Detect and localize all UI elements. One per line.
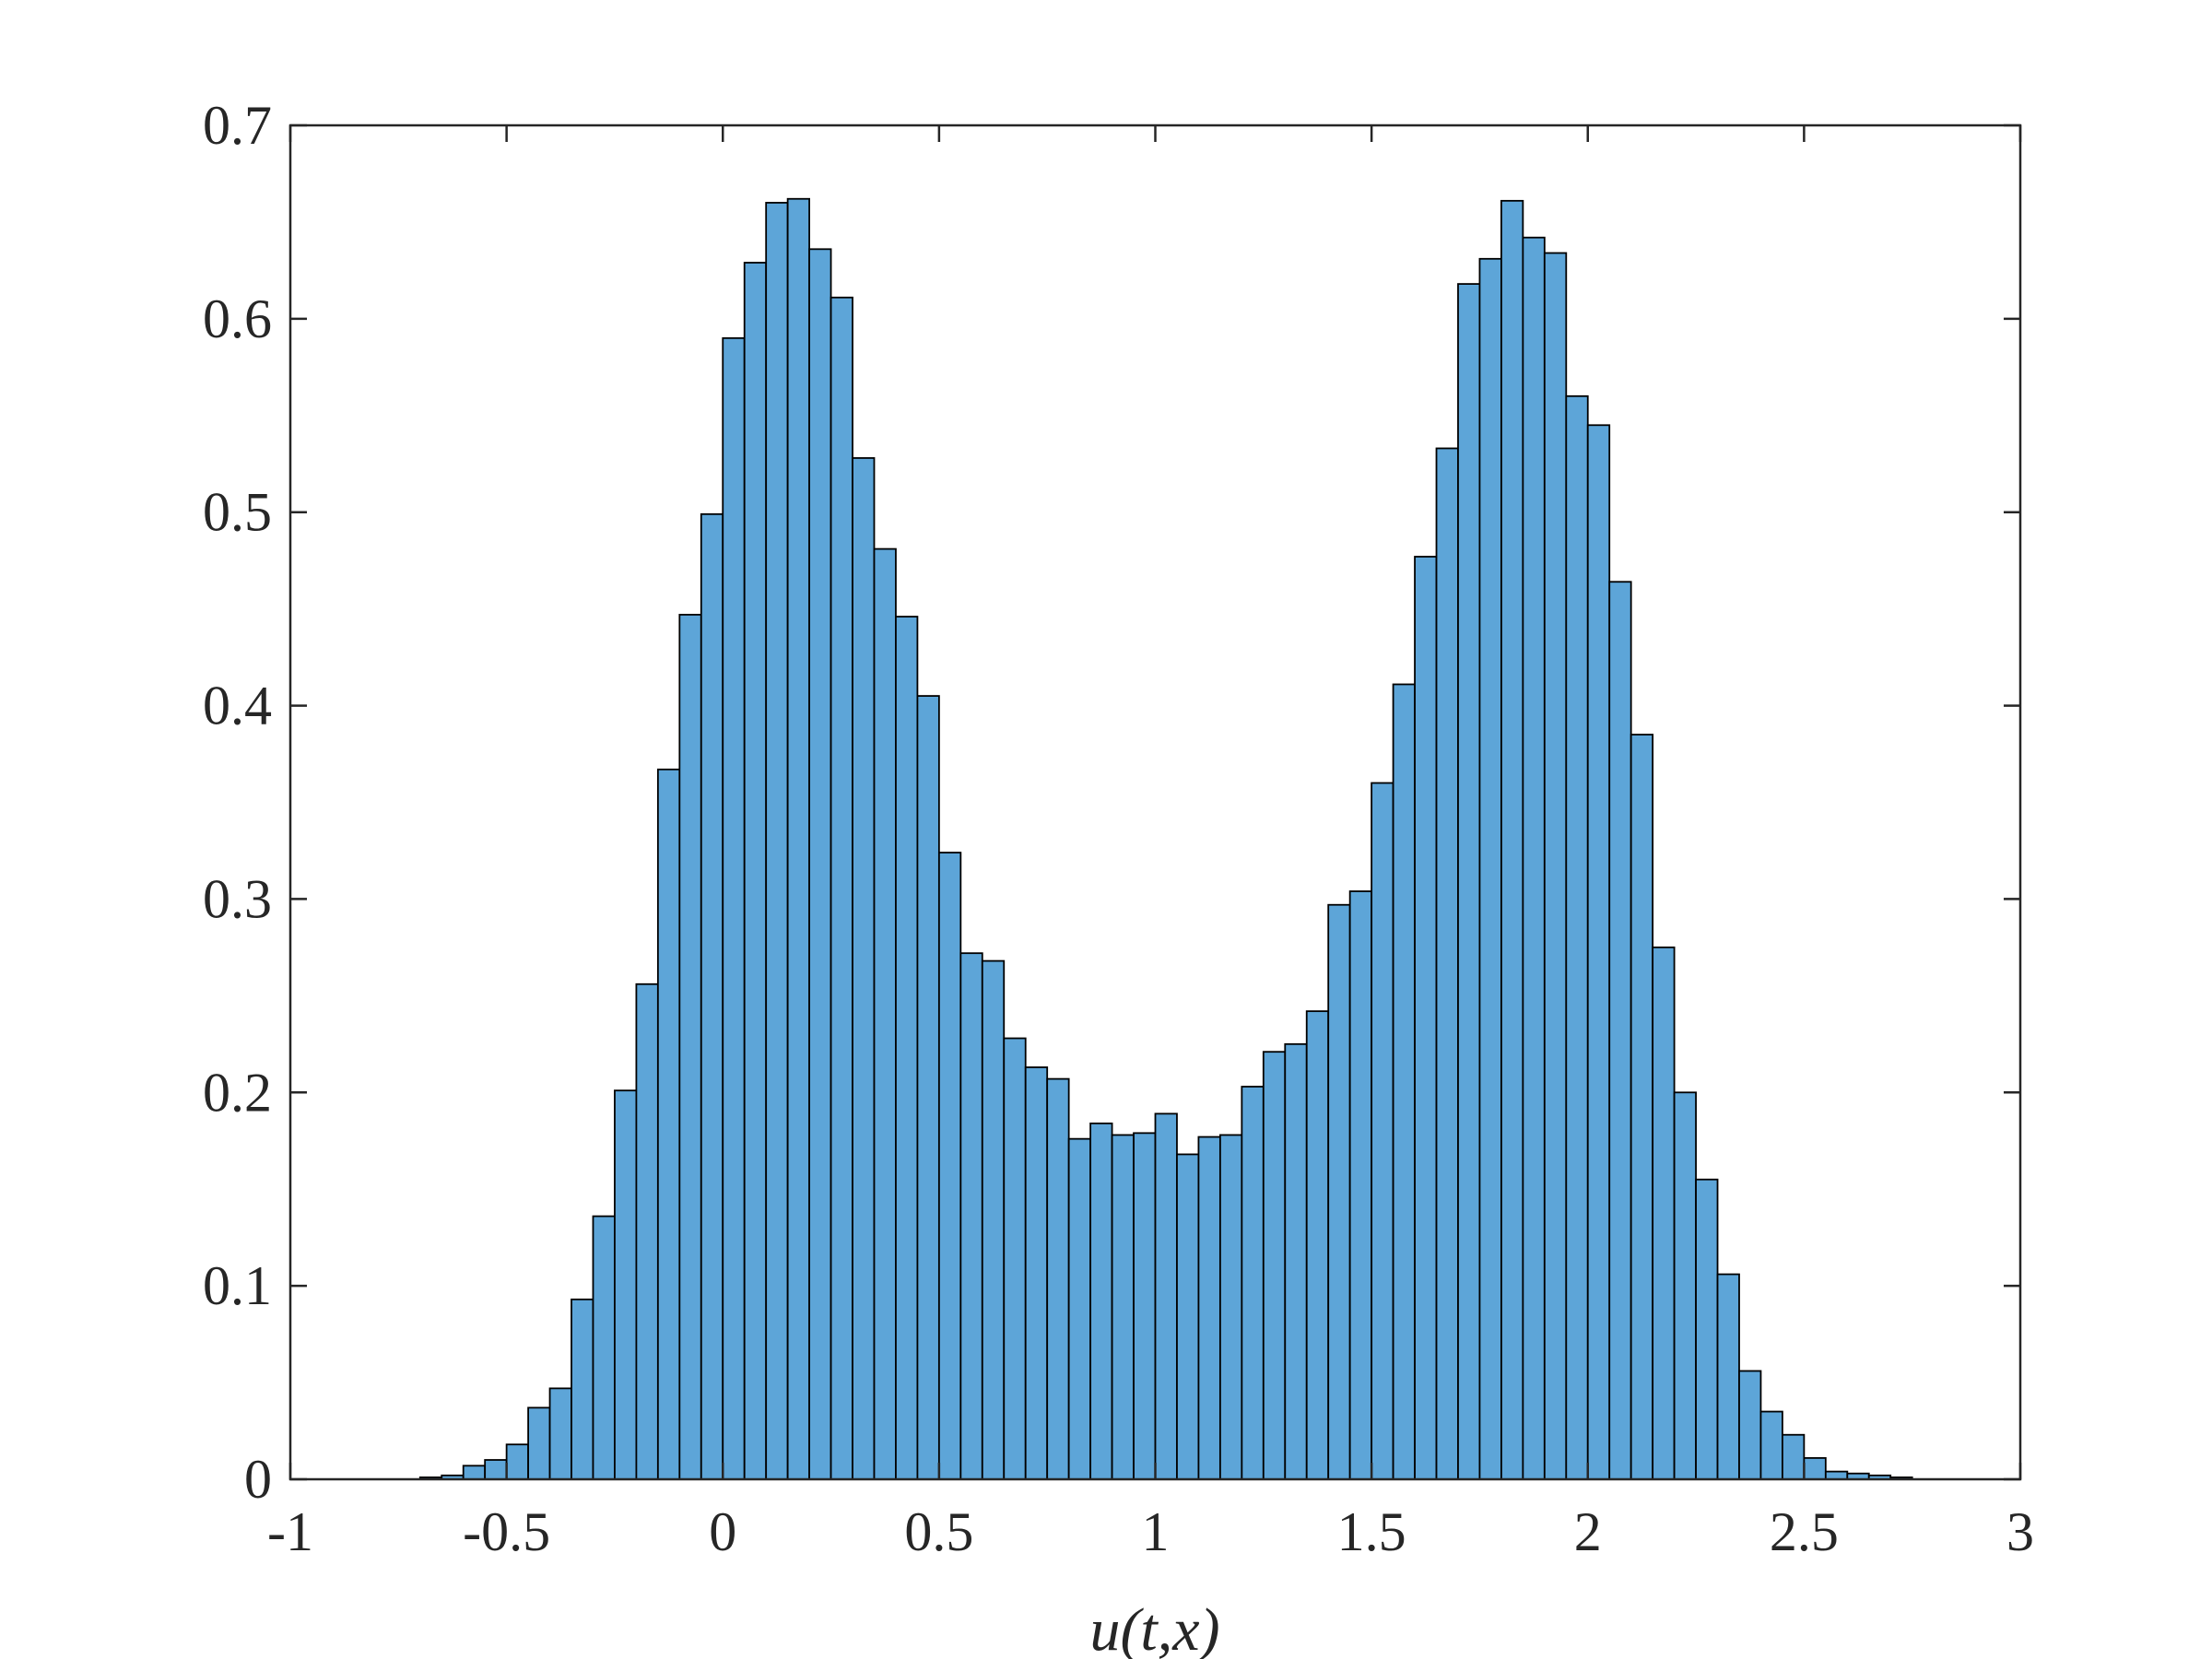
bar [1565,394,1589,1480]
bar [527,1406,551,1480]
y-tick-label: 0.3 [203,868,272,929]
bar [1241,1086,1265,1480]
bar [1348,890,1373,1480]
bar [1435,447,1459,1480]
bar [981,959,1006,1480]
y-tick-label: 0.1 [203,1255,272,1316]
bar [1522,236,1546,1480]
bar [1371,782,1394,1480]
bar [505,1443,529,1480]
bar [1305,1010,1330,1480]
bar [895,616,919,1480]
bar [548,1387,572,1480]
x-tick-label: 0 [709,1501,736,1562]
bar [1695,1178,1719,1480]
bar [1089,1122,1113,1480]
bar [1284,1042,1308,1480]
bar [1673,1091,1697,1480]
bar [1176,1153,1200,1480]
y-tick-label: 0 [244,1449,272,1510]
bar [592,1215,616,1480]
bar [937,852,962,1480]
bar [959,952,983,1480]
bar [1414,556,1438,1480]
bar [635,982,659,1480]
bar [852,457,876,1480]
y-tick-label: 0.6 [203,288,272,349]
bar [571,1298,594,1480]
bar [1803,1457,1827,1480]
bar [484,1459,508,1480]
bar [1067,1137,1092,1480]
x-tick-label: -0.5 [463,1501,550,1562]
bar [1154,1112,1178,1480]
bar [1133,1132,1157,1480]
bar [765,202,789,1480]
bar [614,1089,638,1480]
y-tick-label: 0.2 [203,1062,272,1123]
bar [1500,199,1524,1480]
bar [743,262,768,1480]
x-tick-label: 2 [1574,1501,1602,1562]
bar [1630,734,1654,1480]
bar [1111,1134,1135,1480]
bar [1046,1077,1070,1480]
bar [1392,683,1416,1480]
bar [1003,1037,1027,1480]
bar [1716,1273,1740,1480]
y-tick-label: 0.7 [203,95,272,156]
x-tick-label: 3 [2006,1501,2034,1562]
bar [786,197,811,1480]
bar [1262,1051,1287,1480]
x-tick-label: 1 [1142,1501,1170,1562]
x-tick-label: 0.5 [904,1501,973,1562]
bar [1759,1410,1783,1480]
x-tick-label: 2.5 [1770,1501,1839,1562]
bar [1824,1470,1849,1480]
bar [873,547,897,1480]
bar [1738,1370,1762,1480]
bar [656,768,681,1480]
bar [808,248,832,1480]
bar [916,695,940,1480]
bar [722,336,746,1480]
x-tick-label: -1 [267,1501,313,1562]
bar [1543,252,1568,1480]
bar [1218,1134,1243,1480]
bar [1327,903,1351,1480]
bar [1457,283,1481,1480]
bar [830,296,853,1480]
bar [700,512,724,1480]
bar [1478,257,1502,1480]
bar [1782,1433,1806,1480]
bar [1608,581,1632,1480]
bar [678,614,702,1480]
bar [1652,946,1676,1480]
x-tick-label: 1.5 [1337,1501,1406,1562]
bar [1024,1066,1049,1480]
bar [1197,1135,1221,1480]
bar [462,1465,487,1480]
y-tick-label: 0.4 [203,676,272,736]
y-tick-label: 0.5 [203,482,272,543]
x-axis-label: u(t,x) [1089,1596,1219,1659]
bar [1586,424,1611,1480]
